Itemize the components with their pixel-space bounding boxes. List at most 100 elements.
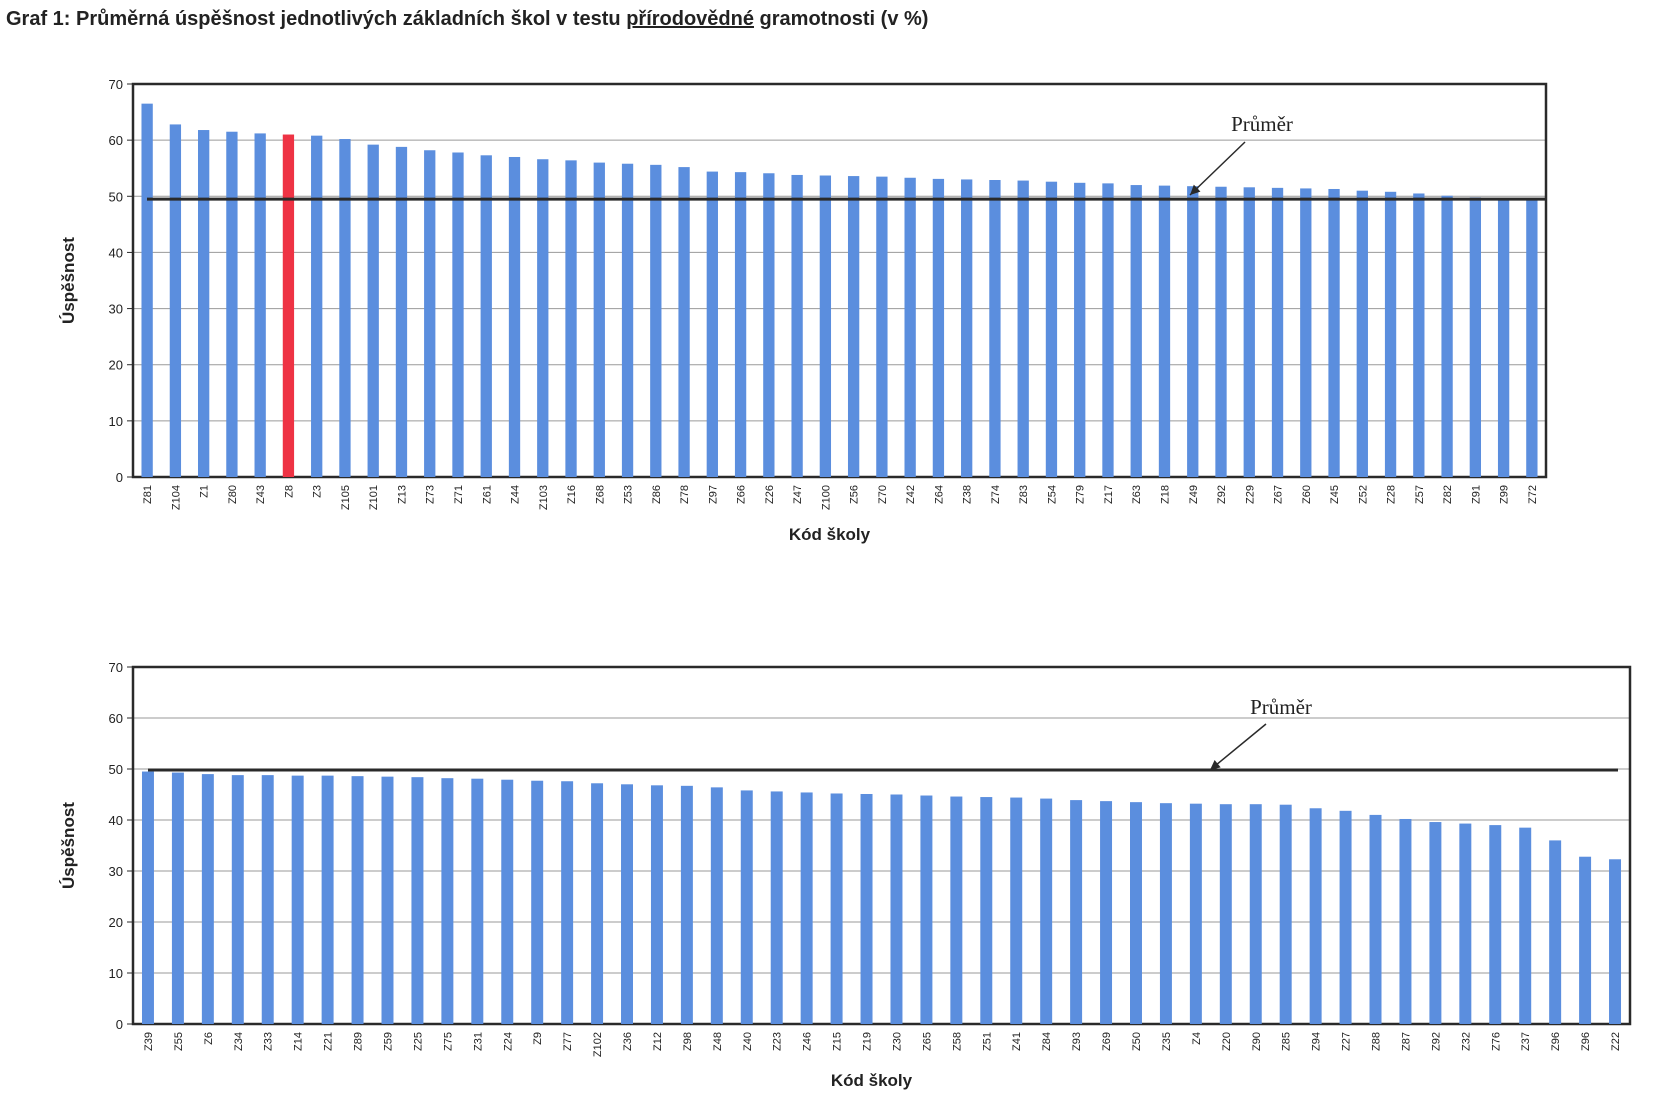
- c2-xtick-label: Z46: [802, 1032, 814, 1051]
- c1-xtick-label: Z81: [142, 485, 154, 504]
- c2-xtick-label: Z48: [712, 1032, 724, 1051]
- c1-bar: [197, 130, 210, 477]
- c2-ytick-label: 70: [109, 660, 123, 675]
- c2-xtick-label: Z90: [1251, 1032, 1263, 1051]
- c1-xtick-label: Z82: [1442, 485, 1454, 504]
- c2-xtick-label: Z19: [862, 1032, 874, 1051]
- c2-xtick-label: Z35: [1161, 1032, 1173, 1051]
- c1-bar: [1102, 183, 1114, 477]
- c2-xtick-label: Z89: [353, 1032, 365, 1051]
- c1-bar: [1526, 199, 1538, 478]
- c2-bar: [1249, 804, 1262, 1024]
- c2-xtick-label: Z39: [143, 1032, 155, 1051]
- c2-ytick-label: 40: [109, 813, 123, 828]
- c1-ytick-label: 0: [116, 470, 123, 485]
- c2-bar: [800, 792, 813, 1024]
- c2-bar: [1309, 808, 1322, 1024]
- c2-bar: [1519, 827, 1532, 1024]
- c2-bar: [231, 775, 244, 1024]
- c1-xtick-label: Z91: [1470, 485, 1482, 504]
- c2-bar: [950, 796, 963, 1024]
- c1-ytick-label: 60: [109, 133, 123, 148]
- c1-xtick-label: Z8: [283, 485, 295, 498]
- c1-xtick-label: Z101: [368, 485, 380, 510]
- c2-bar: [441, 778, 454, 1024]
- c1-xtick-label: Z52: [1357, 485, 1369, 504]
- c1-bar: [141, 103, 153, 478]
- c1-bar: [226, 131, 238, 477]
- c1-bar: [904, 177, 916, 477]
- c1-bar: [1243, 187, 1255, 477]
- c1-bar: [734, 172, 747, 477]
- c1-bar: [367, 144, 379, 478]
- c1-xtick-label: Z43: [255, 485, 267, 504]
- c1-ytick-label: 30: [109, 302, 123, 317]
- c2-bar: [141, 771, 154, 1024]
- c2-xtick-label: Z94: [1311, 1032, 1323, 1051]
- c1-xtick-label: Z72: [1527, 485, 1539, 504]
- c2-xtick-label: Z102: [592, 1032, 604, 1057]
- c2-xtick-label: Z12: [652, 1032, 664, 1051]
- c1-xtick-label: Z68: [594, 485, 606, 504]
- c1-xtick-label: Z73: [425, 485, 437, 504]
- c2-xtick-label: Z59: [382, 1032, 394, 1051]
- c1-xtick-label: Z56: [849, 485, 861, 504]
- c2-xtick-label: Z32: [1460, 1032, 1472, 1051]
- c2-bar: [710, 787, 723, 1024]
- c2-bar: [501, 779, 514, 1024]
- c2-bar: [770, 791, 783, 1024]
- c1-xtick-label: Z17: [1103, 485, 1115, 504]
- c1-bar: [1300, 188, 1312, 477]
- c1-xtick-label: Z80: [227, 485, 239, 504]
- title-underlined: přírodovědné: [626, 8, 754, 30]
- c2-bar: [1549, 840, 1562, 1024]
- c1-bar: [480, 155, 492, 477]
- c2-xtick-label: Z25: [412, 1032, 424, 1051]
- c1-bar: [1384, 191, 1397, 477]
- c2-bar: [920, 795, 933, 1024]
- c2-bar: [411, 777, 424, 1024]
- c1-xtick-label: Z28: [1386, 485, 1398, 504]
- c2-xtick-label: Z34: [233, 1032, 245, 1051]
- c2-xtick-label: Z87: [1400, 1032, 1412, 1051]
- c1-bar: [311, 135, 323, 477]
- c2-xtick-label: Z65: [921, 1032, 933, 1051]
- c1-bar: [1158, 185, 1171, 477]
- c1-bar: [1441, 195, 1453, 477]
- c1-xtick-label: Z104: [170, 485, 182, 510]
- c1-ytick-label: 20: [109, 358, 123, 373]
- c1-average-label: Průměr: [1231, 112, 1293, 136]
- c1-bar: [876, 176, 888, 477]
- c2-bar: [201, 774, 214, 1024]
- c1-bar: [593, 162, 605, 477]
- c2-xtick-label: Z69: [1101, 1032, 1113, 1051]
- c1-ytick-label: 70: [109, 77, 123, 92]
- c1-xtick-label: Z86: [651, 485, 663, 504]
- c1-bar: [1328, 188, 1340, 478]
- c1-xtick-label: Z63: [1131, 485, 1143, 504]
- c2-xtick-label: Z93: [1071, 1032, 1083, 1051]
- c1-bar: [1497, 198, 1510, 477]
- c2-xtick-label: Z24: [502, 1032, 514, 1051]
- c2-bar: [1429, 822, 1442, 1024]
- c2-bar: [680, 785, 693, 1024]
- c1-xtick-label: Z16: [566, 485, 578, 504]
- c1-xtick-label: Z42: [905, 485, 917, 504]
- c2-bar: [1189, 803, 1202, 1024]
- c2-xtick-label: Z4: [1191, 1032, 1203, 1045]
- c1-plot-frame: [131, 82, 1548, 479]
- c2-bar: [621, 784, 633, 1024]
- c1-bar: [706, 171, 718, 477]
- c1-ytick-label: 50: [109, 189, 123, 204]
- c1-bar: [989, 180, 1001, 478]
- c2-bar: [1130, 802, 1142, 1024]
- c1-bar: [395, 146, 408, 477]
- c2-xtick-label: Z84: [1041, 1032, 1053, 1051]
- c1-xtick-label: Z92: [1216, 485, 1228, 504]
- c1-xtick-label: Z47: [792, 485, 804, 504]
- c2-xtick-label: Z98: [682, 1032, 694, 1051]
- c2-ytick-label: 20: [109, 915, 123, 930]
- c1-xtick-label: Z13: [396, 485, 408, 504]
- c2-x-axis-title: Kód školy: [831, 1071, 913, 1090]
